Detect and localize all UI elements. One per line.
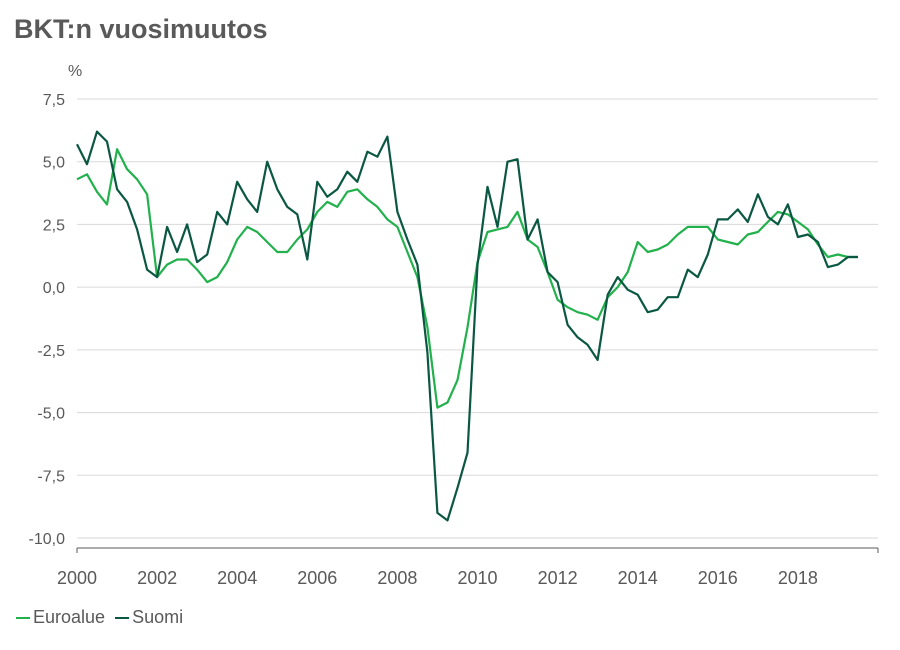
- x-tick-label: 2018: [778, 568, 818, 588]
- chart-title: BKT:n vuosimuutos: [14, 14, 268, 44]
- x-tick-label: 2016: [698, 568, 738, 588]
- y-tick-label: 0,0: [43, 280, 65, 297]
- y-tick-label: -7,5: [37, 468, 65, 485]
- y-tick-label: -5,0: [37, 406, 65, 423]
- series-line-euroalue: [76, 148, 858, 409]
- series-lines: [76, 130, 858, 522]
- x-tick-label: 2012: [538, 568, 578, 588]
- x-tick-label: 2002: [137, 568, 177, 588]
- y-axis-unit-label: %: [68, 63, 82, 80]
- legend-item-euroalue: Euroalue: [16, 607, 105, 628]
- x-tick-label: 2006: [297, 568, 337, 588]
- y-tick-label: 2,5: [43, 217, 65, 234]
- y-axis-ticks: 7,5 5,0 2,5 0,0 -2,5 -5,0 -7,5 -10,0: [29, 92, 66, 548]
- x-tick-label: 2010: [457, 568, 497, 588]
- x-tick-label: 2008: [377, 568, 417, 588]
- x-axis: 2000 2002 2004 2006 2008 2010 2012 2014 2016 2018: [57, 547, 879, 588]
- legend-swatch-euroalue: [16, 616, 30, 619]
- x-tick-label: 2000: [57, 568, 97, 588]
- legend-swatch-suomi: [115, 616, 130, 619]
- y-tick-label: 5,0: [43, 155, 65, 172]
- x-tick-label: 2014: [618, 568, 658, 588]
- legend-label-suomi: Suomi: [132, 607, 184, 627]
- gridlines: [77, 98, 878, 539]
- legend-label-euroalue: Euroalue: [33, 607, 106, 627]
- legend-item-suomi: Suomi: [115, 607, 183, 628]
- y-tick-label: -10,0: [29, 531, 66, 548]
- y-tick-label: 7,5: [43, 92, 65, 109]
- series-line-suomi: [76, 130, 858, 522]
- legend: Euroalue Suomi: [16, 607, 183, 628]
- x-tick-label: 2004: [217, 568, 257, 588]
- y-tick-label: -2,5: [37, 343, 65, 360]
